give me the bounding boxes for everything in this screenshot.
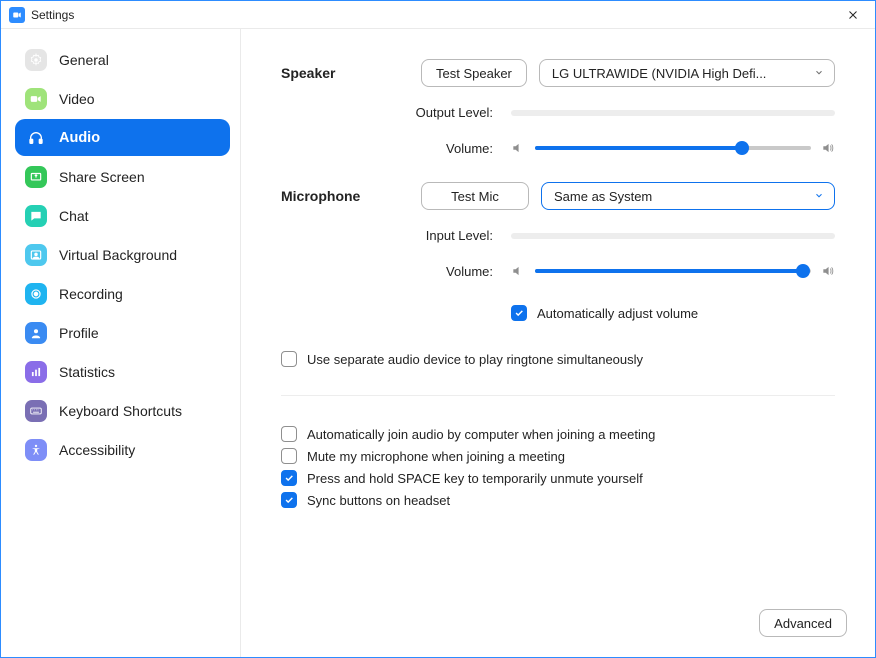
vbg-icon [25,244,47,266]
volume-low-icon [511,141,525,155]
mic-device-value: Same as System [554,189,652,204]
option-label: Automatically join audio by computer whe… [307,427,655,442]
sidebar-item-recording[interactable]: Recording [15,275,230,312]
advanced-button[interactable]: Advanced [759,609,847,637]
volume-high-icon [821,141,835,155]
test-speaker-button[interactable]: Test Speaker [421,59,527,87]
mic-volume-label: Volume: [281,264,511,279]
sidebar-item-label: Accessibility [59,442,135,458]
sidebar-item-label: Virtual Background [59,247,177,263]
sidebar-item-label: Profile [59,325,99,341]
auto-adjust-label: Automatically adjust volume [537,306,698,321]
sidebar-item-label: Keyboard Shortcuts [59,403,182,419]
app-icon [9,7,25,23]
option-row: Press and hold SPACE key to temporarily … [281,470,835,486]
auto-adjust-volume-row: Automatically adjust volume [511,305,835,321]
window-title: Settings [31,8,74,22]
access-icon [25,439,47,461]
test-mic-button[interactable]: Test Mic [421,182,529,210]
speaker-device-value: LG ULTRAWIDE (NVIDIA High Defi... [552,66,767,81]
sidebar-item-chat[interactable]: Chat [15,197,230,234]
chat-icon [25,205,47,227]
share-icon [25,166,47,188]
gear-icon [25,49,47,71]
chevron-down-icon [814,66,824,81]
sidebar-item-label: General [59,52,109,68]
chevron-down-icon [814,189,824,204]
headphones-icon [25,127,47,149]
input-level-meter [511,233,835,239]
speaker-section: Speaker Test Speaker LG ULTRAWIDE (NVIDI… [281,59,835,158]
content-audio: Speaker Test Speaker LG ULTRAWIDE (NVIDI… [241,29,875,657]
settings-window: Settings General Video Audio Share Screen Ch… [0,0,876,658]
microphone-title: Microphone [281,182,421,204]
option-checkbox[interactable] [281,448,297,464]
option-row: Mute my microphone when joining a meetin… [281,448,835,464]
volume-low-icon [511,264,525,278]
sidebar-item-label: Video [59,91,95,107]
sidebar-item-keyboard-shortcuts[interactable]: Keyboard Shortcuts [15,392,230,429]
separate-ringtone-label: Use separate audio device to play ringto… [307,352,643,367]
option-checkbox[interactable] [281,492,297,508]
titlebar: Settings [1,1,875,29]
profile-icon [25,322,47,344]
divider [281,395,835,396]
sidebar-item-audio[interactable]: Audio [15,119,230,156]
audio-options: Automatically join audio by computer whe… [281,420,835,514]
sidebar-item-statistics[interactable]: Statistics [15,353,230,390]
sidebar-item-video[interactable]: Video [15,80,230,117]
output-level-meter [511,110,835,116]
sidebar-item-label: Audio [59,130,100,146]
mic-device-select[interactable]: Same as System [541,182,835,210]
volume-high-icon [821,264,835,278]
speaker-volume-slider[interactable] [535,138,811,158]
input-level-label: Input Level: [281,228,511,243]
stats-icon [25,361,47,383]
separate-ringtone-row: Use separate audio device to play ringto… [281,351,835,367]
option-label: Mute my microphone when joining a meetin… [307,449,565,464]
option-checkbox[interactable] [281,426,297,442]
video-icon [25,88,47,110]
sidebar-item-label: Recording [59,286,123,302]
close-button[interactable] [839,1,867,29]
output-level-label: Output Level: [281,105,511,120]
separate-ringtone-checkbox[interactable] [281,351,297,367]
sidebar: General Video Audio Share Screen Chat Virtual… [1,29,241,657]
keyboard-icon [25,400,47,422]
sidebar-item-general[interactable]: General [15,41,230,78]
option-checkbox[interactable] [281,470,297,486]
speaker-device-select[interactable]: LG ULTRAWIDE (NVIDIA High Defi... [539,59,835,87]
sidebar-item-label: Chat [59,208,89,224]
sidebar-item-label: Share Screen [59,169,145,185]
option-label: Sync buttons on headset [307,493,450,508]
speaker-volume-label: Volume: [281,141,511,156]
sidebar-item-share-screen[interactable]: Share Screen [15,158,230,195]
option-row: Sync buttons on headset [281,492,835,508]
option-label: Press and hold SPACE key to temporarily … [307,471,643,486]
record-icon [25,283,47,305]
mic-volume-slider[interactable] [535,261,811,281]
sidebar-item-accessibility[interactable]: Accessibility [15,431,230,468]
speaker-title: Speaker [281,59,421,81]
option-row: Automatically join audio by computer whe… [281,426,835,442]
sidebar-item-virtual-background[interactable]: Virtual Background [15,236,230,273]
auto-adjust-checkbox[interactable] [511,305,527,321]
sidebar-item-profile[interactable]: Profile [15,314,230,351]
sidebar-item-label: Statistics [59,364,115,380]
microphone-section: Microphone Test Mic Same as System Input… [281,182,835,514]
